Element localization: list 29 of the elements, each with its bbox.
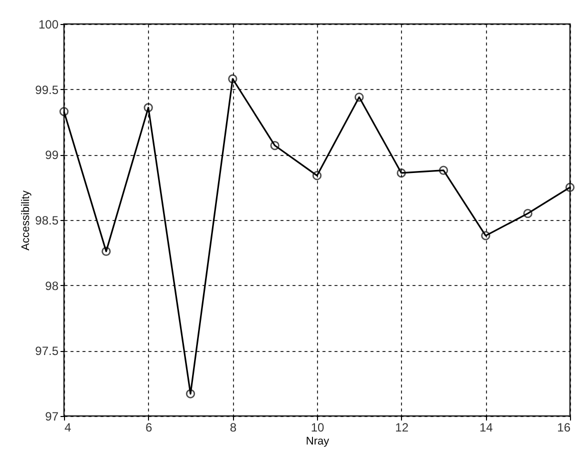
x-tick-label: 6: [145, 420, 152, 434]
point: [481, 231, 490, 240]
point: [228, 74, 238, 84]
x-tick-label: 14: [479, 420, 494, 434]
point: [270, 140, 280, 150]
point: [186, 389, 196, 398]
x-tick-label: 8: [230, 420, 237, 434]
y-tick-label: 97: [45, 410, 59, 424]
y-tick-label: 98: [45, 278, 59, 293]
point: [102, 246, 111, 256]
y-axis-title: Accessibility: [20, 190, 32, 250]
point: [312, 171, 322, 180]
point: [523, 208, 532, 218]
point: [354, 92, 364, 102]
point: [396, 168, 406, 178]
y-tick-label: 100: [38, 18, 59, 32]
point: [144, 103, 153, 112]
y-tick-label: 99: [45, 148, 59, 162]
y-tick-label: 98.5: [35, 214, 59, 228]
point: [565, 182, 575, 192]
x-tick-label: 10: [310, 420, 324, 434]
x-tick-label: 4: [64, 420, 72, 434]
x-tick-label: 16: [557, 420, 571, 434]
x-axis-title: Nray: [306, 436, 330, 448]
point: [438, 166, 448, 175]
point: [59, 106, 69, 116]
y-tick-label: 99.5: [35, 82, 59, 97]
y-tick-label: 97.5: [35, 344, 59, 358]
x-tick-label: 12: [395, 420, 409, 434]
